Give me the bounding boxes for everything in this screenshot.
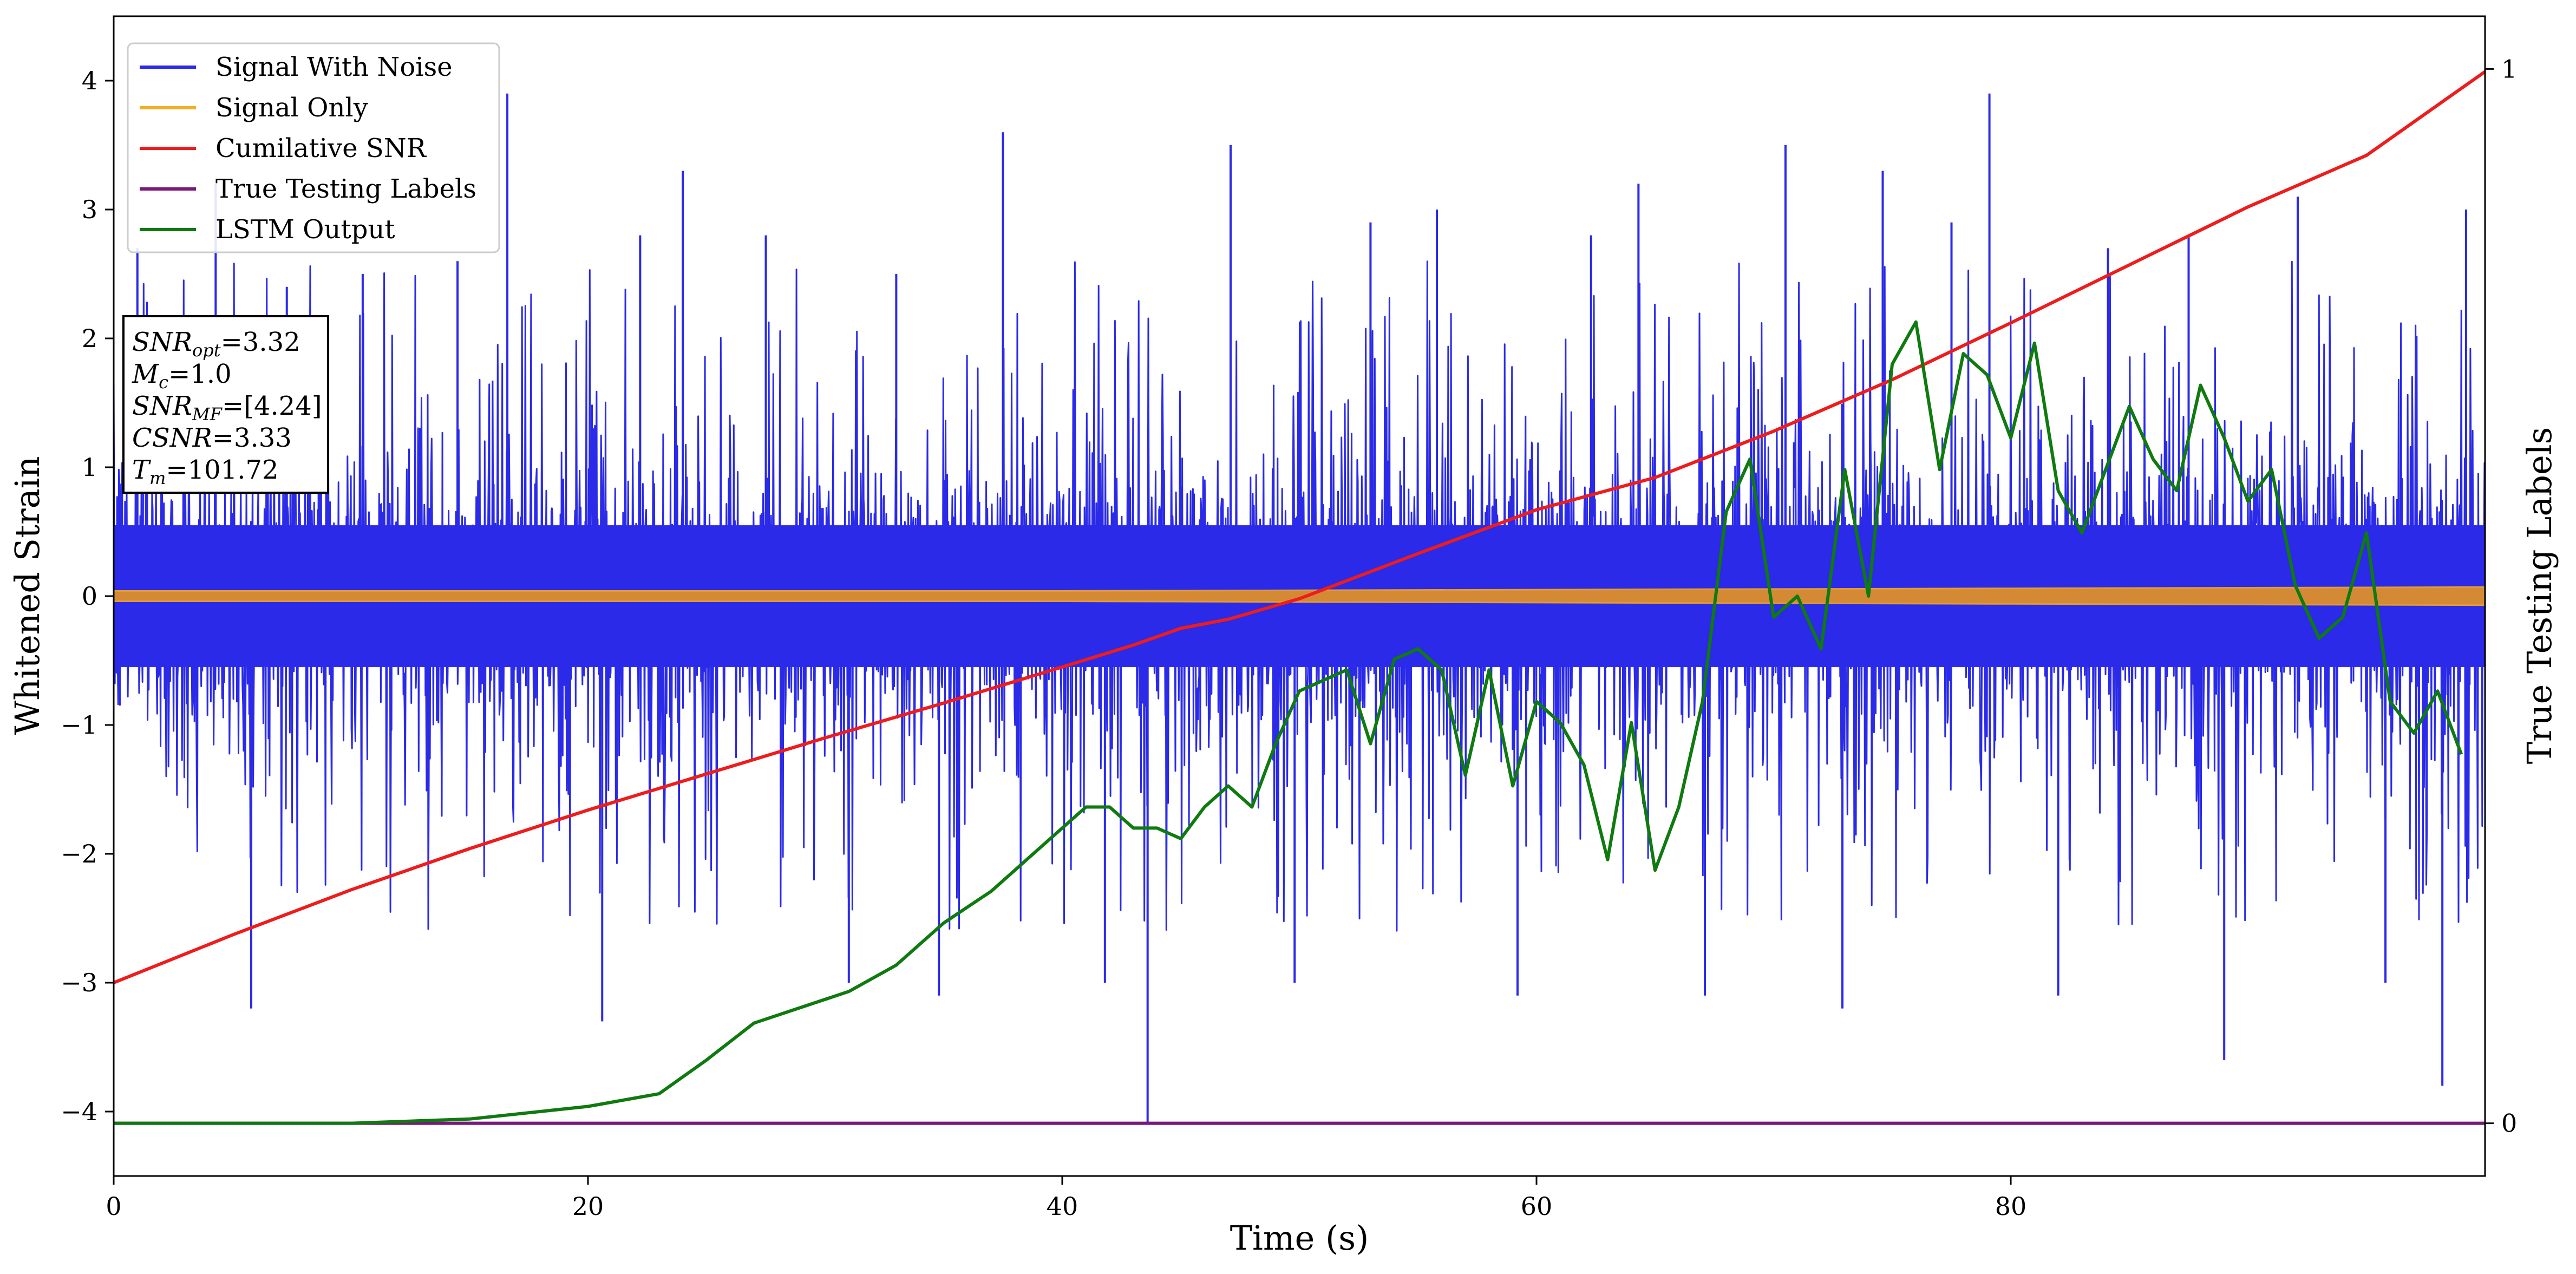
y-axis-ticks: 4 3 2 1 0 −1 −2 −3 −4 — [61, 66, 114, 1126]
annotation-value: =[4.24] — [222, 391, 322, 421]
parameter-annotation: SNRopt=3.32Mc=1.0SNRMF=[4.24]CSNR=3.33Tm… — [122, 315, 329, 494]
y2-axis-ticks: 10 — [2485, 54, 2517, 1138]
series-signal-only — [114, 586, 2485, 606]
y-tick-label: −4 — [61, 1097, 97, 1126]
y-tick-label: 2 — [82, 324, 97, 353]
x-axis-ticks: 0 20 40 60 80 — [106, 1176, 2026, 1221]
legend-label: LSTM Output — [215, 214, 395, 245]
annotation-symbol: SNR — [132, 391, 192, 421]
annotation-subscript: opt — [192, 340, 221, 361]
y-tick-label: −2 — [61, 839, 97, 868]
annotation-value: =3.32 — [221, 327, 300, 357]
y-tick-label: −1 — [61, 710, 97, 740]
x-tick-label: 40 — [1047, 1192, 1078, 1221]
annotation-symbol: CSNR — [132, 423, 212, 453]
annotation-subscript: MF — [192, 404, 223, 424]
legend-label: Signal Only — [215, 93, 368, 123]
annotation-symbol: T — [132, 455, 151, 485]
legend-label: Signal With Noise — [215, 52, 453, 82]
annotation-symbol: SNR — [132, 327, 192, 357]
y-tick-label: 1 — [82, 453, 97, 482]
series-layer — [114, 70, 2485, 1125]
legend: Signal With Noise Signal Only Cumilative S… — [127, 42, 500, 253]
y2-axis-title: True Testing Labels — [2520, 427, 2559, 765]
annotation-subscript: c — [159, 372, 168, 393]
x-tick-label: 80 — [1995, 1192, 2027, 1221]
legend-label: True Testing Labels — [215, 174, 476, 204]
annotation-symbol: M — [132, 359, 160, 389]
signal-band — [114, 586, 2485, 606]
x-axis-title: Time (s) — [1230, 1218, 1369, 1258]
legend-label: Cumilative SNR — [215, 133, 427, 164]
annotation-value: =1.0 — [168, 359, 232, 389]
y-tick-label: −3 — [61, 968, 97, 997]
annotation-value: =101.72 — [166, 455, 278, 485]
series-cumilative-snr — [114, 70, 2485, 984]
y-tick-label: 3 — [82, 195, 97, 224]
series-lstm-output — [114, 320, 2463, 1125]
y-tick-label: 0 — [82, 582, 97, 611]
annotation-line: SNRMF=[4.24] — [132, 391, 322, 424]
y-tick-label: 4 — [82, 66, 97, 95]
annotation-value: =3.33 — [212, 423, 292, 453]
annotation-box — [122, 315, 329, 494]
annotation-line: SNRopt=3.32 — [132, 327, 300, 361]
x-tick-label: 60 — [1521, 1192, 1553, 1221]
x-tick-label: 20 — [572, 1192, 604, 1221]
y-axis-title: Whitened Strain — [8, 456, 47, 735]
annotation-line: CSNR=3.33 — [132, 423, 292, 453]
annotation-line: Mc=1.0 — [132, 359, 232, 393]
y2-tick-label: 1 — [2501, 54, 2517, 83]
annotation-subscript: m — [149, 468, 166, 488]
annotation-line: Tm=101.72 — [132, 455, 279, 488]
y2-tick-label: 0 — [2501, 1109, 2517, 1138]
legend-box — [127, 42, 500, 253]
x-tick-label: 0 — [106, 1192, 121, 1221]
